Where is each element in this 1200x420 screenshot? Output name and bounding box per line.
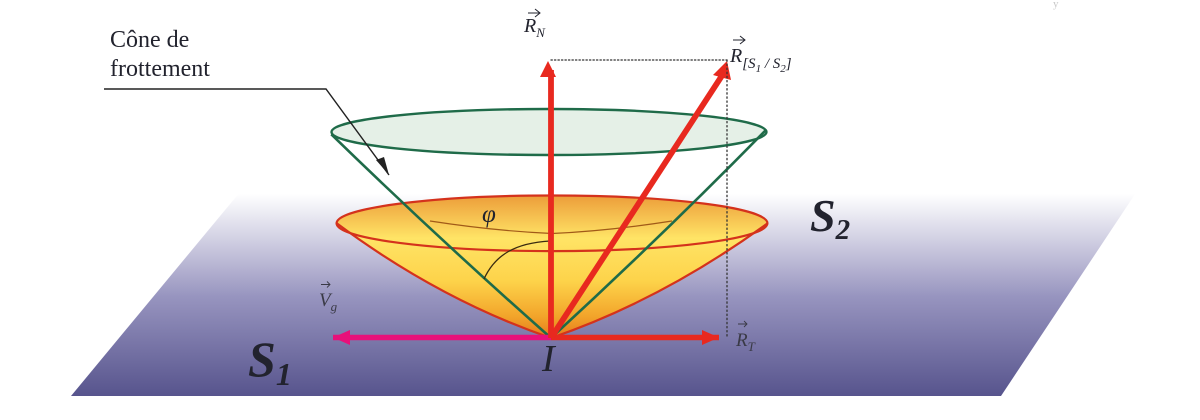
svg-text:Cône de: Cône de	[110, 27, 189, 53]
svg-text:φ: φ	[482, 201, 496, 228]
svg-text:frottement: frottement	[110, 56, 210, 82]
svg-text:I: I	[541, 338, 557, 380]
svg-text:y: y	[1053, 0, 1059, 10]
